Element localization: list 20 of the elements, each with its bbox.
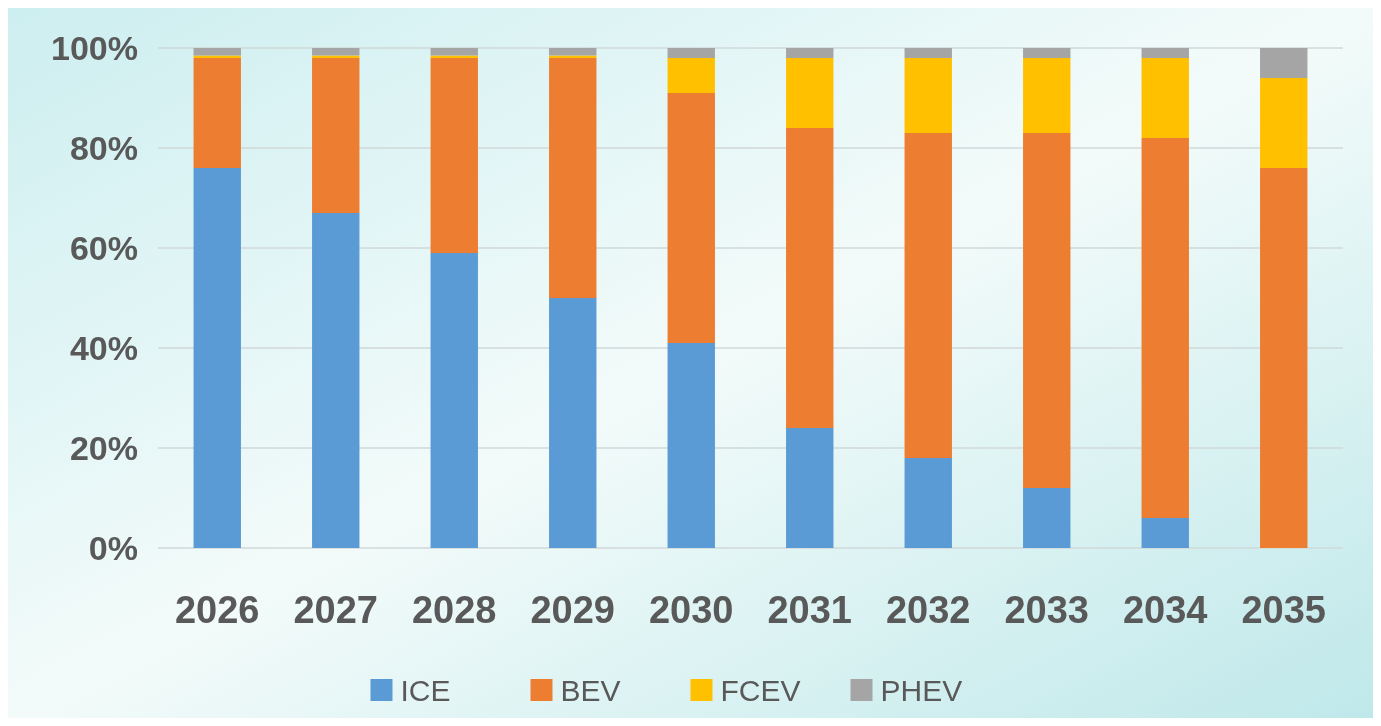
y-tick-label: 40%: [69, 328, 138, 367]
x-tick-label: 2026: [174, 589, 260, 631]
x-tick-label: 2029: [530, 589, 616, 631]
legend-label: ICE: [400, 673, 451, 707]
x-tick-label: 2033: [1004, 589, 1090, 631]
x-tick-label: 2030: [648, 589, 734, 631]
x-tick-label: 2031: [767, 589, 853, 631]
x-tick-label: 2034: [1122, 589, 1208, 631]
x-tick-label: 2035: [1241, 589, 1327, 631]
legend-label: FCEV: [720, 673, 801, 707]
y-tick-label: 20%: [69, 428, 138, 467]
x-tick-label: 2032: [885, 589, 971, 631]
y-tick-label: 60%: [69, 228, 138, 267]
legend-label: BEV: [560, 673, 621, 707]
x-tick-label: 2027: [293, 589, 379, 631]
y-tick-label: 100%: [51, 28, 138, 67]
x-tick-label: 2028: [411, 589, 497, 631]
y-tick-label: 0%: [88, 528, 138, 567]
legend-label: PHEV: [880, 673, 963, 707]
y-tick-label: 80%: [69, 128, 138, 167]
